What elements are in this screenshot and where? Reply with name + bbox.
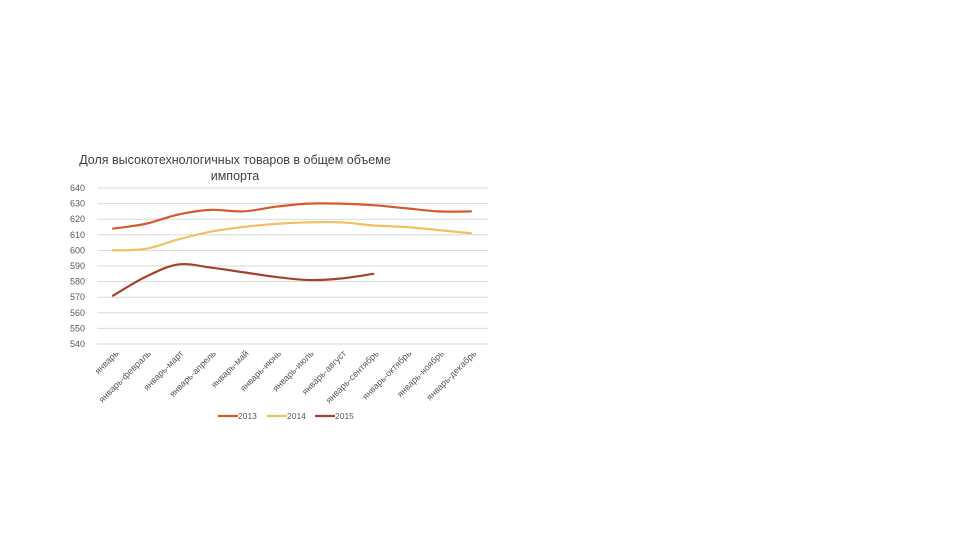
y-tick-label: 570 bbox=[70, 292, 85, 302]
y-tick-label: 600 bbox=[70, 245, 85, 255]
y-tick-label: 550 bbox=[70, 323, 85, 333]
series-lines bbox=[111, 202, 473, 297]
series-line-2015 bbox=[111, 262, 375, 297]
x-axis-ticks: январьянварь-февральянварь-мартянварь-ап… bbox=[93, 348, 479, 405]
legend-label-2014: 2014 bbox=[287, 411, 306, 421]
y-tick-label: 610 bbox=[70, 230, 85, 240]
y-tick-label: 620 bbox=[70, 214, 85, 224]
y-tick-label: 640 bbox=[70, 183, 85, 193]
y-tick-label: 590 bbox=[70, 261, 85, 271]
series-line-2014 bbox=[111, 220, 473, 252]
gridlines bbox=[97, 187, 488, 345]
y-tick-label: 630 bbox=[70, 199, 85, 209]
legend-label-2013: 2013 bbox=[238, 411, 257, 421]
legend-label-2015: 2015 bbox=[335, 411, 354, 421]
chart-title: Доля высокотехнологичных товаров в общем… bbox=[79, 153, 391, 183]
y-tick-label: 580 bbox=[70, 277, 85, 287]
legend: 2013 2014 2015 bbox=[218, 411, 354, 421]
x-tick-label: январь bbox=[93, 348, 121, 376]
y-tick-label: 540 bbox=[70, 339, 85, 349]
y-axis-ticks: 540 550 560 570 580 590 600 610 620 630 640 bbox=[70, 183, 85, 349]
series-line-2013 bbox=[111, 202, 473, 230]
y-tick-label: 560 bbox=[70, 308, 85, 318]
